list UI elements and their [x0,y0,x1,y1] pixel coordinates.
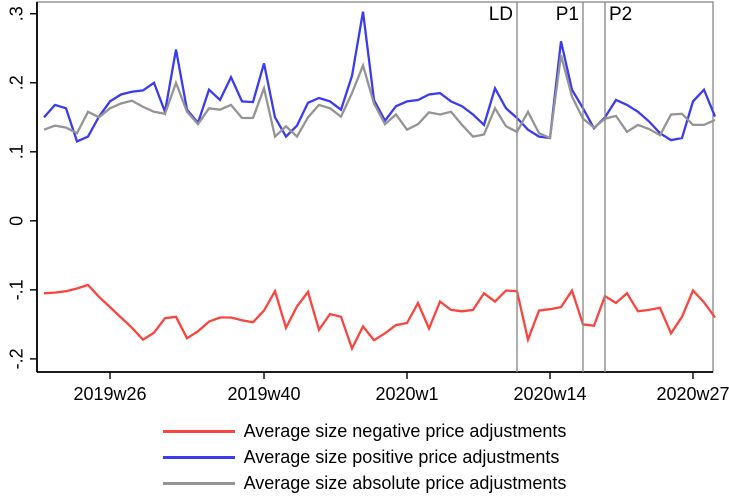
x-tick-label-2020w14: 2020w14 [513,384,586,404]
series-line-negative [43,283,716,352]
legend-label-negative: Average size negative price adjustments [243,421,567,441]
legend-item-absolute: Average size absolute price adjustments [162,473,567,494]
x-tick-label-2019w40: 2019w40 [227,384,300,404]
plot-border [36,1,714,373]
x-tick-label-2020w1: 2020w1 [375,384,438,404]
legend-inner: Average size negative price adjustments … [162,421,567,494]
y-tick-label: -.1 [7,279,27,300]
x-tick-label-2019w26: 2019w26 [73,384,146,404]
refline-label-p2: P2 [609,4,632,25]
y-tick-label: -.2 [7,348,27,369]
legend-label-positive: Average size positive price adjustments [243,447,560,467]
series-line-positive [43,11,717,143]
refline-label-p1: P1 [556,4,579,25]
y-tick-label: .2 [7,75,27,90]
refline-label-ld: LD [489,4,513,25]
legend-item-negative: Average size negative price adjustments [162,421,567,442]
y-tick-label: .3 [7,6,27,21]
legend-item-positive: Average size positive price adjustments [162,447,567,468]
series-line-absolute [43,54,716,140]
chart-svg: -.2 -.1 0 .1 .2 .3 2019w26 2019w40 2020w1 2020w14… [7,1,729,404]
legend: Average size negative price adjustments … [0,421,729,494]
legend-line-swatch-absolute [162,482,235,485]
y-tick-label: .1 [7,144,27,159]
y-tick-label: 0 [7,216,27,226]
legend-line-swatch-negative [162,430,235,433]
x-tick-label-2020w27: 2020w27 [656,384,729,404]
legend-label-absolute: Average size absolute price adjustments [243,473,567,493]
legend-line-swatch-positive [162,456,235,459]
